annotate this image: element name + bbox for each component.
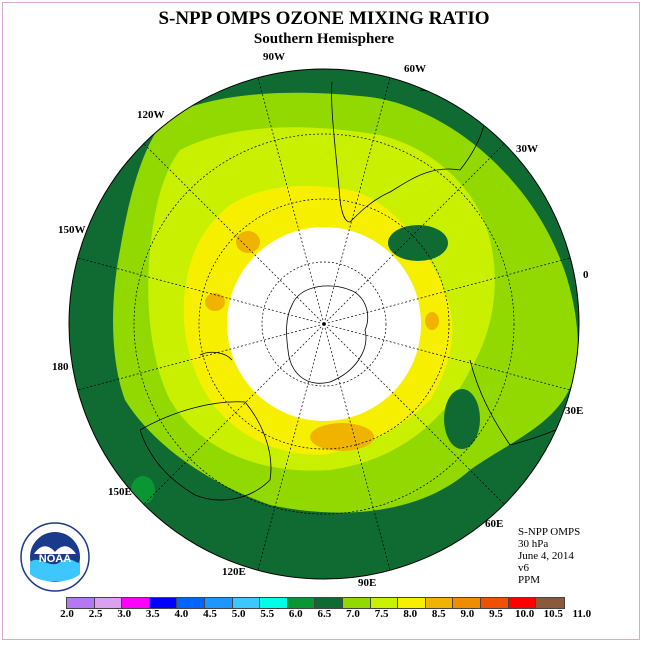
colorbar	[66, 597, 565, 609]
map-boundary	[68, 68, 580, 580]
colorbar-swatch	[204, 598, 233, 608]
colorbar-tick-label: 8.5	[431, 608, 446, 620]
colorbar-swatch	[315, 598, 343, 608]
longitude-labels: 90W 60W 30W 0 30E 60E 90E 120E 150E 180 150W 120W	[52, 51, 589, 589]
colorbar-swatch	[370, 598, 399, 608]
longitude-label: 150E	[108, 486, 132, 498]
longitude-label: 0	[583, 269, 589, 281]
longitude-label: 90W	[263, 51, 285, 63]
max-cell-east	[310, 423, 374, 451]
colorbar-swatch	[287, 598, 316, 608]
longitude-label: 30W	[516, 143, 538, 155]
colorbar-tick-label: 8.0	[403, 608, 418, 620]
meridian-line	[323, 77, 391, 325]
colorbar-tick-label: 5.0	[231, 608, 246, 620]
longitude-label: 60E	[485, 518, 503, 530]
map-subtitle: Southern Hemisphere	[253, 31, 395, 47]
colorbar-tick-label: 6.5	[317, 608, 332, 620]
colorbar-swatch	[508, 598, 537, 608]
pole-marker	[322, 322, 326, 326]
longitude-label: 120E	[222, 566, 246, 578]
meridian-line	[77, 323, 325, 391]
colorbar-swatch	[536, 598, 564, 608]
map-title: S-NPP OMPS OZONE MIXING RATIO	[158, 8, 490, 29]
colorbar-tick-label: 11.0	[572, 608, 592, 620]
max-cell-west	[236, 231, 260, 253]
meridian-line	[323, 323, 391, 571]
colorbar-tick-label: 3.5	[145, 608, 160, 620]
colorbar-tick-label: 7.0	[346, 608, 360, 620]
colorbar-tick-label: 5.5	[260, 608, 275, 620]
colorbar-tick-label: 4.0	[174, 608, 189, 620]
meridian-line	[257, 77, 325, 325]
meridian-line	[143, 143, 325, 325]
colorbar-swatch	[425, 598, 454, 608]
colorbar-tick-label: 9.0	[460, 608, 475, 620]
colorbar-swatch	[94, 598, 123, 608]
colorbar-ticks: 2.0 2.5 3.0 3.5 4.0 4.5 5.0 5.5 6.0 6.5 7.0 7.5 8.0 8…	[52, 608, 612, 622]
colorbar-swatch	[67, 598, 95, 608]
noaa-logo: NOAA	[20, 522, 90, 592]
colorbar-swatch	[232, 598, 261, 608]
longitude-label: 180	[52, 361, 69, 373]
min-cell-indian	[444, 389, 480, 449]
latitude-circle	[133, 133, 515, 515]
figure-frame	[2, 2, 640, 640]
colorbar-swatch	[122, 598, 150, 608]
graticule	[77, 77, 571, 571]
australia-coast	[139, 401, 272, 501]
meridian-line	[323, 323, 571, 391]
colorbar-tick-label: 10.5	[543, 608, 563, 620]
colorbar-tick-label: 2.0	[60, 608, 74, 620]
colorbar-tick-label: 2.5	[88, 608, 103, 620]
colorbar-swatch	[480, 598, 509, 608]
antarctica-coast	[286, 285, 369, 384]
new-zealand-coast	[199, 351, 233, 361]
logo-text: NOAA	[39, 553, 71, 565]
info-units: PPM	[518, 574, 541, 586]
colorbar-swatch	[453, 598, 481, 608]
info-version: v6	[518, 562, 529, 574]
meridian-line	[323, 323, 505, 505]
colorbar-swatch	[177, 598, 205, 608]
meridian-line	[323, 143, 505, 325]
colorbar-swatch	[260, 598, 288, 608]
product-info: S-NPP OMPS 30 hPa June 4, 2014 v6 PPM	[518, 526, 580, 586]
longitude-label: 30E	[565, 405, 583, 417]
colorbar-swatch	[342, 598, 371, 608]
colorbar-swatch	[149, 598, 178, 608]
meridian-line	[143, 323, 325, 505]
colorbar-tick-label: 7.5	[374, 608, 389, 620]
longitude-label: 150W	[58, 224, 86, 236]
colorbar-tick-label: 9.5	[489, 608, 503, 620]
longitude-label: 90E	[358, 577, 376, 589]
colorbar-tick-label: 10.0	[514, 608, 535, 620]
latitude-circle	[198, 198, 450, 450]
min-cell-pacific	[131, 476, 155, 504]
meridian-line	[257, 323, 325, 571]
latitude-circle	[261, 261, 387, 387]
colorbar-tick-label: 3.0	[117, 608, 132, 620]
info-date: June 4, 2014	[518, 550, 574, 562]
max-cell-southwest	[205, 293, 225, 311]
info-level: 30 hPa	[518, 538, 549, 550]
colorbar-swatch	[398, 598, 426, 608]
colorbar-tick-label: 6.0	[288, 608, 303, 620]
meridian-line	[323, 257, 571, 325]
colorbar-tick-label: 4.5	[203, 608, 217, 620]
longitude-label: 120W	[137, 109, 165, 121]
info-instrument: S-NPP OMPS	[518, 526, 581, 538]
max-cell-southeast	[425, 312, 439, 330]
longitude-label: 60W	[404, 63, 426, 75]
min-cell-atlantic	[388, 225, 448, 261]
meridian-line	[77, 257, 325, 325]
